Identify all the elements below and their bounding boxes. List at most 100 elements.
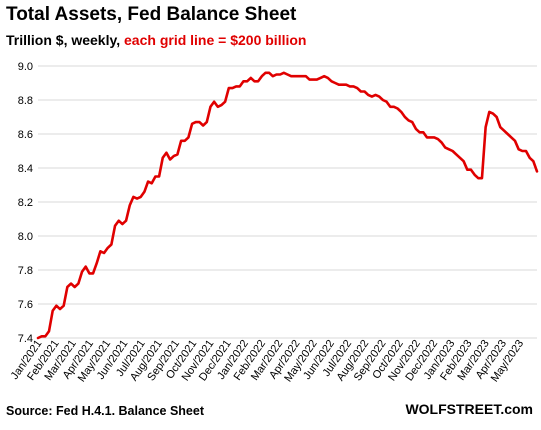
series-layer [36, 71, 539, 340]
data-point [345, 83, 348, 86]
data-point [220, 104, 223, 106]
data-point [473, 174, 476, 176]
data-point [125, 219, 127, 222]
data-point [484, 126, 487, 128]
data-point [272, 75, 274, 77]
data-point [224, 100, 226, 103]
data-point [319, 77, 322, 79]
y-tick-label: 7.6 [18, 299, 33, 311]
data-point [393, 106, 395, 108]
data-point [294, 75, 296, 77]
data-point [396, 107, 399, 110]
data-point [40, 335, 43, 338]
data-point [37, 337, 39, 339]
data-point [128, 204, 131, 207]
data-point [154, 175, 157, 178]
data-point [407, 119, 410, 122]
data-point [114, 225, 116, 227]
data-point [158, 175, 160, 178]
source-note: Source: Fed H.4.1. Balance Sheet [6, 404, 204, 418]
data-point [231, 87, 234, 89]
data-point [455, 153, 458, 156]
data-point [70, 282, 72, 285]
data-point [169, 158, 171, 161]
data-point [77, 282, 80, 285]
y-tick-label: 7.4 [18, 333, 33, 345]
data-point [264, 72, 267, 74]
data-point [51, 310, 54, 312]
data-point [429, 136, 432, 139]
subtitle-red: each grid line = $200 billion [124, 32, 307, 48]
data-point [187, 136, 190, 139]
data-point [341, 83, 344, 86]
data-point [253, 80, 256, 83]
y-tick-label: 8.0 [18, 231, 33, 243]
data-point [440, 141, 443, 144]
data-point [422, 131, 425, 134]
data-point [165, 151, 168, 154]
data-point [227, 87, 230, 89]
y-tick-label: 8.6 [18, 129, 33, 141]
data-point [374, 94, 377, 96]
data-point [205, 121, 208, 123]
data-point [216, 106, 219, 108]
data-point [363, 90, 366, 93]
data-point [437, 138, 439, 140]
data-point [517, 148, 520, 151]
data-point [330, 80, 333, 83]
data-point [525, 150, 527, 152]
data-point [356, 87, 359, 89]
data-point [499, 126, 502, 128]
data-point [95, 262, 98, 265]
data-point [198, 121, 201, 123]
data-point [279, 73, 281, 76]
data-point [73, 286, 76, 288]
data-point [290, 75, 292, 77]
x-axis-ticks: Jan/2021Feb/2021Mar/2021Apr/2021May/2021… [9, 338, 527, 384]
data-point [316, 78, 318, 81]
y-tick-label: 7.8 [18, 265, 33, 277]
data-point [477, 177, 480, 179]
data-point [488, 111, 491, 113]
data-point [481, 177, 483, 179]
data-point [492, 112, 494, 115]
data-point [426, 136, 428, 139]
data-point [66, 286, 69, 288]
data-point [301, 75, 303, 77]
data-point [433, 136, 436, 139]
data-point [385, 100, 388, 103]
data-point [536, 170, 538, 173]
data-point [106, 247, 109, 249]
data-point [121, 223, 124, 225]
data-point [389, 106, 392, 108]
data-point [84, 265, 87, 268]
y-axis-ticks: 7.4 7.6 7.8 8.0 8.2 8.4 8.6 8.8 9.0 [18, 61, 33, 345]
y-tick-label: 8.8 [18, 95, 33, 107]
brand-watermark: WOLFSTREET.com [405, 401, 533, 417]
data-point [143, 191, 146, 193]
data-point [275, 73, 278, 76]
data-point [532, 160, 535, 162]
data-point [239, 85, 241, 88]
data-point [411, 121, 414, 123]
series-line-0 [36, 71, 539, 340]
data-point [139, 196, 142, 198]
data-point [55, 304, 58, 307]
data-point [404, 116, 406, 118]
data-point [194, 121, 197, 123]
data-point [242, 80, 245, 83]
data-point [327, 77, 329, 79]
data-point [297, 75, 300, 77]
data-point [378, 95, 381, 98]
data-point [305, 75, 307, 77]
data-point [503, 129, 505, 132]
data-point [510, 136, 513, 139]
data-point [213, 100, 215, 103]
data-point [99, 250, 102, 253]
data-point [250, 77, 252, 79]
data-point [147, 180, 149, 183]
data-point [246, 80, 248, 83]
data-point [183, 140, 186, 142]
data-point [367, 94, 370, 96]
data-point [161, 157, 164, 159]
